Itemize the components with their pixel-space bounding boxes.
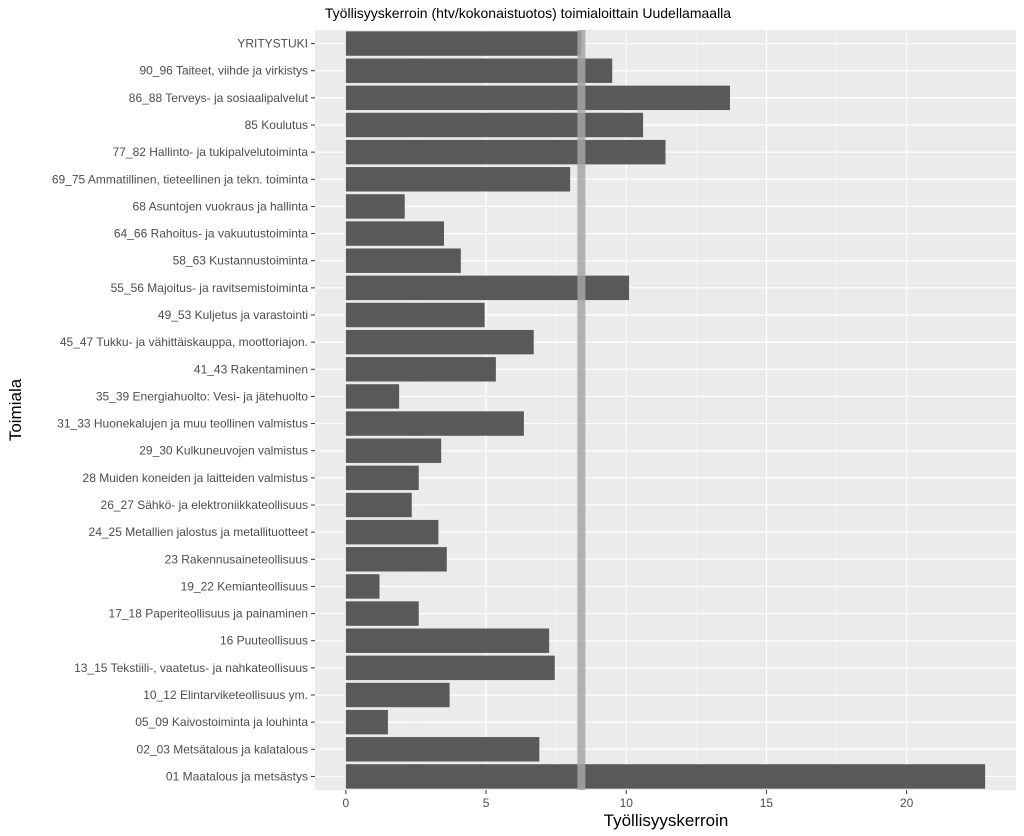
y-tick-label: 85 Koulutus	[245, 118, 308, 132]
bar	[345, 465, 419, 491]
y-tick-label: 68 Asuntojen vuokraus ja hallinta	[133, 199, 309, 213]
x-axis: 0 5 10 15 20	[343, 790, 914, 810]
y-tick-label: 90_96 Taiteet, viihde ja virkistys	[139, 64, 308, 78]
bar	[345, 194, 405, 219]
y-tick-label: 19_22 Kemianteollisuus	[181, 579, 308, 593]
bar	[345, 302, 485, 328]
bar	[345, 275, 630, 301]
y-tick-label: 77_82 Hallinto- ja tukipalvelutoiminta	[113, 145, 309, 159]
bar	[345, 411, 524, 436]
bar	[345, 655, 555, 681]
y-tick-label: YRITYSTUKI	[237, 37, 308, 51]
y-axis: YRITYSTUKI 90_96 Taiteet, viihde ja virki…	[52, 37, 315, 783]
bar	[345, 248, 461, 273]
y-axis-title: Toimiala	[6, 378, 25, 441]
y-tick-label: 16 Puuteollisuus	[220, 634, 308, 648]
bar	[345, 628, 550, 653]
bar	[345, 764, 986, 789]
bar	[345, 682, 450, 708]
bar	[345, 438, 442, 463]
y-tick-label: 86_88 Terveys- ja sosiaalipalvelut	[129, 91, 309, 105]
y-tick-label: 24_25 Metallien jalostus ja metallituott…	[89, 525, 309, 539]
bar	[345, 139, 666, 165]
bar	[345, 31, 582, 56]
y-tick-label: 13_15 Tekstiili-, vaatetus- ja nahkateol…	[74, 661, 308, 675]
y-tick-label: 58_63 Kustannustoiminta	[173, 254, 309, 268]
bars	[345, 31, 986, 789]
y-tick-label: 49_53 Kuljetus ja varastointi	[158, 308, 308, 322]
bar	[345, 357, 496, 382]
bar	[345, 709, 388, 735]
bar	[345, 384, 400, 409]
y-tick-label: 17_18 Paperiteollisuus ja painaminen	[109, 607, 308, 621]
chart-title: Työllisyyskerroin (htv/kokonaistuotos) t…	[325, 5, 731, 21]
bar	[345, 167, 571, 192]
bar	[345, 85, 730, 111]
y-tick-label: 28 Muiden koneiden ja laitteiden valmist…	[83, 471, 308, 485]
x-tick-label: 10	[620, 796, 634, 810]
y-tick-label: 29_30 Kulkuneuvojen valmistus	[139, 444, 308, 458]
y-tick-label: 31_33 Huonekalujen ja muu teollinen valm…	[57, 417, 308, 431]
bar	[345, 574, 380, 599]
y-tick-label: 35_39 Energiahuolto: Vesi- ja jätehuolto	[96, 389, 308, 403]
y-tick-label: 05_09 Kaivostoiminta ja louhinta	[135, 715, 308, 729]
y-tick-label: 01 Maatalous ja metsästys	[166, 769, 308, 783]
x-tick-label: 5	[483, 796, 490, 810]
y-tick-label: 23 Rakennusaineteollisuus	[165, 552, 308, 566]
bar	[345, 547, 447, 572]
x-tick-label: 0	[343, 796, 350, 810]
grid-lines	[315, 30, 1016, 790]
bar	[345, 737, 540, 762]
x-tick-label: 20	[900, 796, 914, 810]
bar	[345, 58, 613, 83]
y-tick-label: 10_12 Elintarviketeollisuus ym.	[143, 688, 308, 702]
y-tick-label: 55_56 Majoitus- ja ravitsemistoiminta	[111, 281, 309, 295]
x-tick-label: 15	[760, 796, 774, 810]
y-tick-label: 26_27 Sähkö- ja elektroniikkateollisuus	[101, 498, 308, 512]
bar	[345, 519, 439, 545]
bar	[345, 329, 534, 355]
bar	[345, 112, 644, 138]
y-tick-label: 45_47 Tukku- ja vähittäiskauppa, moottor…	[60, 335, 308, 349]
reference-line	[577, 30, 586, 790]
bar	[345, 601, 419, 626]
bar	[345, 492, 412, 518]
y-tick-label: 69_75 Ammatillinen, tieteellinen ja tekn…	[52, 172, 308, 186]
y-tick-label: 02_03 Metsätalous ja kalatalous	[137, 742, 308, 756]
x-axis-title: Työllisyyskerroin	[604, 811, 729, 830]
y-tick-label: 41_43 Rakentaminen	[194, 362, 308, 376]
bar	[345, 221, 444, 246]
y-tick-label: 64_66 Rahoitus- ja vakuutustoiminta	[114, 227, 308, 241]
